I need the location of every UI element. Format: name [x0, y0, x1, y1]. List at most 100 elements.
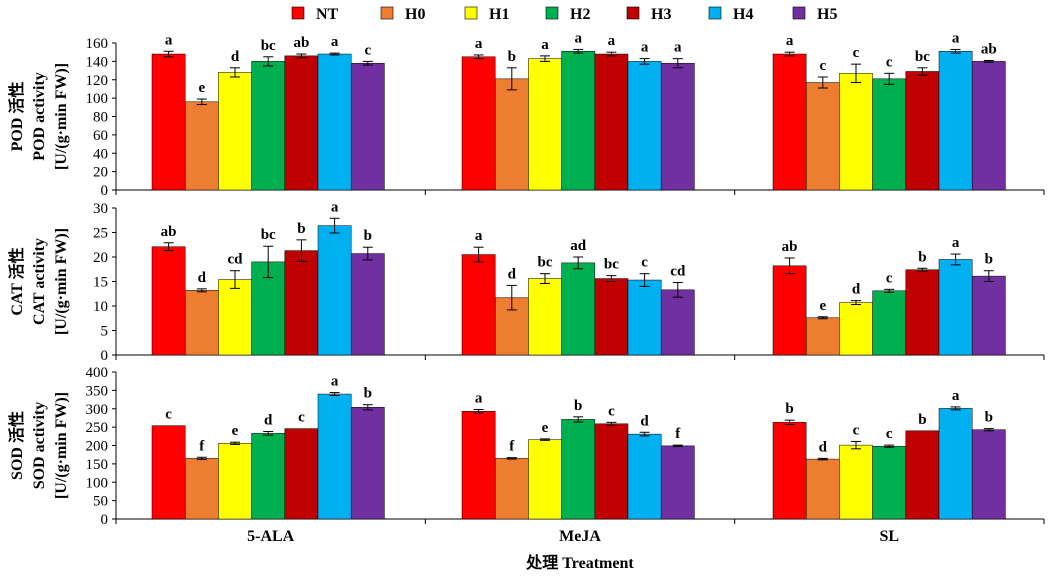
- bar-h3-meja: [594, 423, 629, 520]
- significance-letter: ad: [570, 238, 587, 254]
- significance-letter: a: [574, 30, 582, 46]
- bar-h2-sl: [872, 78, 907, 191]
- y-axis-label: [U/(g·min FW)]: [53, 228, 70, 335]
- significance-letter: b: [508, 49, 516, 65]
- bar-nt-meja: [461, 56, 496, 191]
- significance-letter: a: [475, 228, 483, 244]
- y-tick-label: 100: [86, 91, 109, 107]
- bar-h5-sl: [971, 275, 1006, 356]
- y-tick-label: 20: [93, 250, 108, 266]
- y-tick-label: 20: [93, 165, 108, 181]
- significance-letter: a: [952, 388, 960, 404]
- panel-pod: 0 20 40 60 80 100 120 140 160 POD 活性 POD activity […: [7, 30, 1045, 199]
- significance-letter: a: [331, 34, 339, 50]
- bar-h0-5-ala: [184, 290, 219, 356]
- significance-letter: bc: [915, 49, 930, 65]
- y-tick-label: 40: [93, 146, 108, 162]
- bar-h1-5-ala: [218, 279, 252, 356]
- bar-h0-5-ala: [184, 458, 219, 520]
- significance-letter: c: [364, 42, 371, 58]
- bar-h5-meja: [660, 62, 695, 191]
- significance-letter: a: [165, 32, 173, 48]
- y-tick-label: 30: [93, 201, 108, 217]
- bar-h1-meja: [528, 278, 562, 356]
- bar-h1-meja: [528, 58, 562, 191]
- legend: NT H0 H1 H2 H3 H4 H5: [291, 6, 837, 23]
- significance-letter: d: [640, 413, 649, 429]
- significance-letter: e: [198, 80, 205, 96]
- bar-h0-sl: [805, 317, 840, 356]
- bar-h4-5-ala: [317, 393, 352, 520]
- bar-h2-sl: [872, 445, 907, 520]
- bar-h5-5-ala: [350, 253, 385, 356]
- bar-h3-5-ala: [284, 250, 319, 356]
- bar-h1-meja: [528, 439, 562, 520]
- significance-letter: bc: [261, 38, 276, 54]
- x-axis-labels: 5-ALA MeJA SL: [247, 528, 899, 545]
- significance-letter: b: [297, 221, 305, 237]
- significance-letter: b: [364, 386, 372, 402]
- legend-label-h3: H3: [651, 6, 671, 23]
- category-label-sl: SL: [880, 528, 900, 545]
- significance-letter: c: [165, 407, 172, 423]
- legend-swatch-h2: [545, 6, 559, 20]
- significance-letter: c: [886, 54, 893, 70]
- bar-nt-meja: [461, 411, 496, 520]
- significance-letter: a: [641, 40, 649, 56]
- bar-h2-meja: [561, 419, 596, 520]
- bar-h0-sl: [805, 458, 840, 520]
- significance-letter: f: [675, 426, 681, 442]
- bar-h3-sl: [905, 430, 940, 520]
- y-tick-label: 25: [93, 226, 108, 242]
- y-tick-label: 150: [86, 457, 109, 473]
- significance-letter: c: [819, 58, 826, 74]
- significance-letter: cd: [228, 252, 244, 268]
- bar-h0-meja: [494, 78, 529, 191]
- significance-letter: ab: [293, 35, 309, 51]
- legend-swatch-h0: [380, 6, 394, 20]
- bar-h3-5-ala: [284, 428, 319, 520]
- significance-letter: a: [331, 374, 339, 390]
- significance-letter: a: [331, 199, 339, 215]
- bar-h5-sl: [971, 429, 1006, 520]
- legend-swatch-nt: [291, 6, 305, 20]
- y-axis-label: POD 活性: [7, 82, 26, 152]
- y-axis-label: [U/(g·min FW)]: [53, 392, 70, 499]
- y-tick-label: 120: [86, 73, 109, 89]
- bar-h4-meja: [627, 433, 662, 520]
- y-tick-label: 15: [93, 275, 108, 291]
- significance-letter: a: [475, 36, 483, 52]
- bar-h4-sl: [938, 51, 973, 191]
- significance-letter: b: [918, 249, 926, 265]
- bar-h1-sl: [839, 73, 873, 191]
- significance-letter: c: [853, 422, 860, 438]
- significance-letter: a: [674, 40, 682, 56]
- y-tick-label: 100: [86, 475, 109, 491]
- category-label-5-ala: 5-ALA: [247, 528, 295, 545]
- significance-letter: c: [298, 410, 305, 426]
- significance-letter: e: [232, 423, 239, 439]
- significance-letter: c: [886, 426, 893, 442]
- y-axis-label: POD activity: [31, 72, 48, 160]
- legend-label-h5: H5: [817, 6, 837, 23]
- legend-swatch-h4: [708, 6, 722, 20]
- bar-h2-5-ala: [251, 433, 286, 520]
- significance-letter: d: [819, 439, 828, 455]
- bar-h3-5-ala: [284, 55, 319, 191]
- bar-nt-sl: [772, 53, 807, 191]
- bar-h3-sl: [905, 71, 940, 191]
- bar-nt-sl: [772, 265, 807, 356]
- y-tick-label: 80: [93, 110, 108, 126]
- significance-letter: ab: [981, 41, 997, 57]
- significance-letter: a: [952, 235, 960, 251]
- bar-h4-meja: [627, 61, 662, 191]
- significance-letter: c: [886, 270, 893, 286]
- y-tick-label: 350: [86, 383, 109, 399]
- y-tick-label: 300: [86, 402, 109, 418]
- significance-letter: cd: [670, 263, 686, 279]
- significance-letter: d: [198, 270, 207, 286]
- bar-nt-5-ala: [151, 425, 186, 520]
- y-tick-label: 400: [86, 365, 109, 381]
